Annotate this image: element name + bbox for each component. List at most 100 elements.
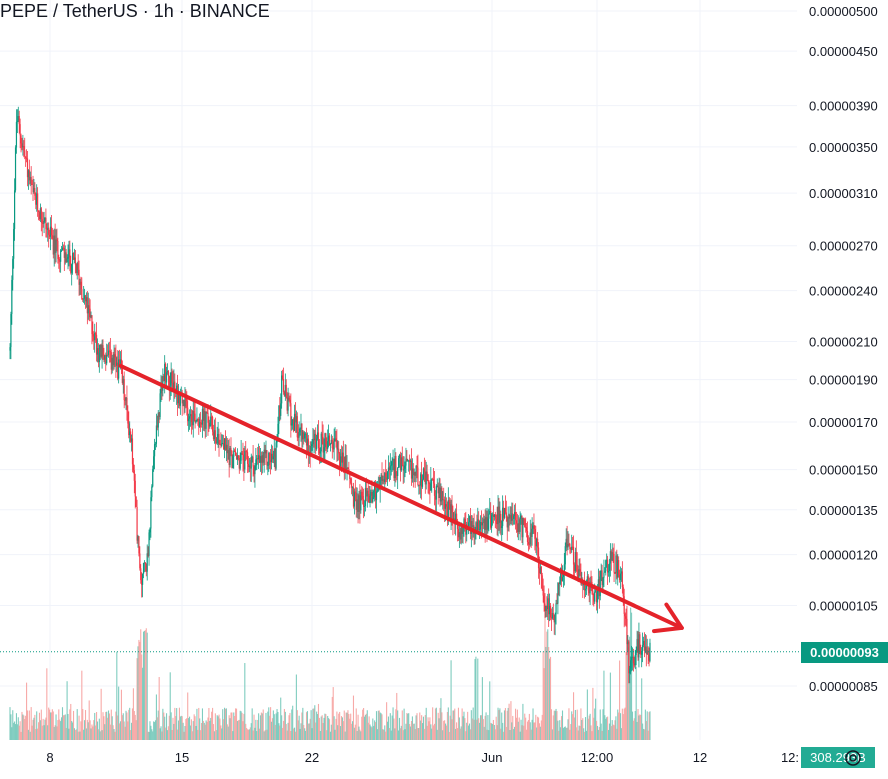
candle-body <box>544 603 546 611</box>
candle-body <box>388 467 390 471</box>
volume-bar <box>256 731 258 740</box>
volume-bar <box>108 713 110 740</box>
volume-bar <box>328 719 331 740</box>
candle-body <box>444 504 447 509</box>
volume-bar <box>110 709 112 740</box>
volume-bar <box>44 719 46 740</box>
volume-bar <box>17 717 19 740</box>
candle-body <box>184 398 186 407</box>
candle-body <box>26 158 29 178</box>
candle-body <box>46 229 48 230</box>
candle-body <box>440 487 442 502</box>
volume-bar <box>29 731 31 740</box>
volume-bar <box>438 718 440 740</box>
volume-bar <box>498 710 500 740</box>
candle-body <box>10 314 12 348</box>
candle-body <box>230 448 232 452</box>
candle-body <box>210 416 212 426</box>
volume-bar <box>179 716 181 740</box>
volume-bar <box>125 710 127 740</box>
candle-body <box>438 487 440 494</box>
candle-body <box>346 467 348 471</box>
candle-body <box>164 363 166 381</box>
volume-bar <box>358 726 360 740</box>
candle-body <box>27 170 30 178</box>
candle-body <box>383 479 385 483</box>
volume-bar <box>240 711 242 740</box>
volume-bar <box>431 728 433 740</box>
volume-bar <box>526 729 528 740</box>
volume-bar <box>353 727 355 740</box>
candle-body <box>255 459 257 466</box>
volume-bar <box>254 727 256 740</box>
volume-bar <box>164 716 166 740</box>
candle-body <box>168 376 170 390</box>
volume-bar <box>601 730 603 740</box>
y-tick-label: 0.00000135 <box>809 503 878 518</box>
volume-bar <box>364 714 366 740</box>
candle-body <box>322 436 324 453</box>
candle-body <box>395 455 397 473</box>
volume-bar <box>545 646 547 740</box>
volume-bar <box>180 715 182 740</box>
candle-body <box>102 345 104 356</box>
volume-bar <box>508 703 510 740</box>
candle-body <box>545 605 547 611</box>
candle-body <box>258 455 260 460</box>
volume-bar <box>373 725 375 740</box>
candle-body <box>209 425 211 427</box>
candle-body <box>600 570 602 577</box>
volume-bar <box>82 708 84 740</box>
volume-bar <box>488 730 490 740</box>
volume-bar <box>627 647 629 740</box>
candle-body <box>156 425 158 428</box>
volume-bar <box>407 713 409 740</box>
candle-body <box>58 258 60 261</box>
candle-body <box>269 453 271 460</box>
volume-bar <box>483 726 485 740</box>
volume-bar <box>193 714 195 740</box>
candle-body <box>114 354 116 358</box>
candle-body <box>204 411 206 429</box>
candle-body <box>569 544 571 550</box>
volume-bar <box>224 708 227 740</box>
candle-body <box>240 452 242 461</box>
volume-bar <box>433 725 435 740</box>
candle-body <box>351 482 353 488</box>
volume-bar <box>197 729 199 740</box>
candle-body <box>44 217 46 222</box>
settings-gear-icon[interactable] <box>843 748 863 768</box>
volume-bar <box>307 723 309 740</box>
candle-body <box>50 226 53 236</box>
candle-body <box>25 156 27 159</box>
volume-bar <box>56 726 58 740</box>
candle-body <box>135 496 137 507</box>
volume-bar <box>72 722 74 740</box>
volume-bar <box>562 728 564 740</box>
volume-bar <box>282 727 284 740</box>
volume-bar <box>52 711 54 740</box>
volume-bar <box>465 731 467 740</box>
y-tick-label: 0.00000310 <box>809 186 878 201</box>
candle-body <box>316 432 319 439</box>
volume-bar <box>337 725 339 740</box>
candle-body <box>332 448 334 450</box>
volume-bar <box>457 707 459 740</box>
candle-body <box>534 529 536 539</box>
volume-bar <box>555 708 557 740</box>
candle-body <box>315 433 317 450</box>
volume-bar <box>235 708 238 740</box>
volume-bar <box>41 725 43 740</box>
volume-bar <box>495 716 497 740</box>
candle-body <box>166 371 169 373</box>
volume-bar <box>293 727 296 740</box>
volume-bar <box>89 720 91 740</box>
volume-bar <box>130 730 132 740</box>
volume-bar <box>489 681 491 740</box>
candle-body <box>83 298 85 300</box>
candle-body <box>427 474 429 482</box>
volume-bar <box>355 708 357 740</box>
volume-bar <box>346 712 348 740</box>
